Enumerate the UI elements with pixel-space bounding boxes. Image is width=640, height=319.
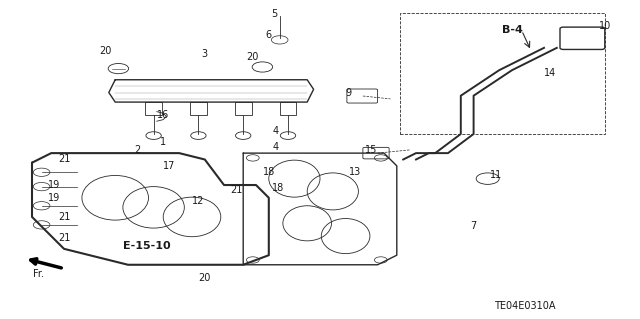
Bar <box>190 102 207 115</box>
Text: 21: 21 <box>58 154 70 165</box>
Text: 19: 19 <box>48 193 61 203</box>
Text: 13: 13 <box>349 167 362 177</box>
Bar <box>145 102 162 115</box>
Text: 5: 5 <box>271 9 277 19</box>
Text: 2: 2 <box>134 145 141 155</box>
Text: 18: 18 <box>262 167 275 177</box>
Text: 15: 15 <box>365 145 378 155</box>
Text: 21: 21 <box>230 185 243 195</box>
Text: 4: 4 <box>272 142 278 152</box>
Text: 7: 7 <box>470 221 477 232</box>
Text: 9: 9 <box>346 87 352 98</box>
Text: 3: 3 <box>202 49 208 59</box>
Text: 21: 21 <box>58 233 70 243</box>
Text: E-15-10: E-15-10 <box>124 241 171 251</box>
Text: 16: 16 <box>157 110 170 120</box>
Text: 12: 12 <box>192 196 205 206</box>
Text: Fr.: Fr. <box>33 269 44 279</box>
Bar <box>235 102 252 115</box>
Text: 10: 10 <box>598 20 611 31</box>
Text: 19: 19 <box>48 180 61 190</box>
Text: B-4: B-4 <box>502 25 522 35</box>
Text: 1: 1 <box>160 137 166 147</box>
Text: 4: 4 <box>272 126 278 136</box>
Text: 20: 20 <box>99 46 112 56</box>
Text: 21: 21 <box>58 212 70 222</box>
Bar <box>280 102 296 115</box>
Text: 11: 11 <box>490 170 502 181</box>
Text: 17: 17 <box>163 161 176 171</box>
Text: 20: 20 <box>198 272 211 283</box>
Text: TE04E0310A: TE04E0310A <box>494 301 556 311</box>
Text: 14: 14 <box>544 68 557 78</box>
Text: 18: 18 <box>272 183 285 193</box>
Text: 20: 20 <box>246 52 259 63</box>
Text: 6: 6 <box>266 30 272 40</box>
